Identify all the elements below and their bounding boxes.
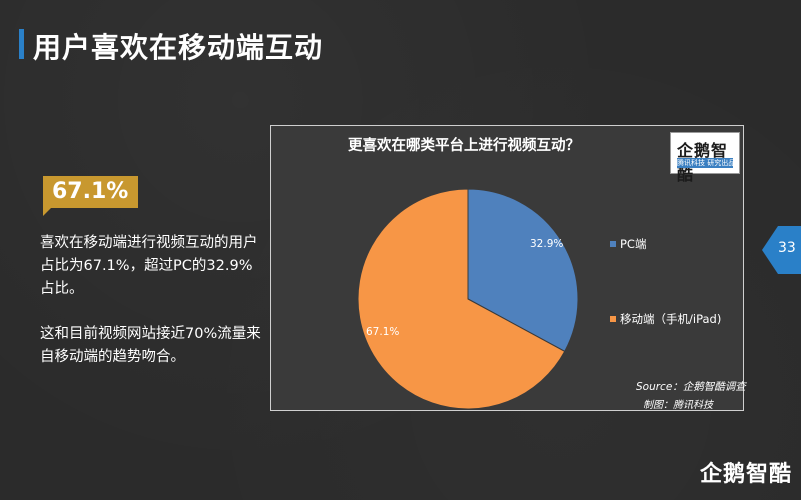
description-paragraph-1: 喜欢在移动端进行视频互动的用户占比为67.1%，超过PC的32.9%占比。 — [40, 235, 258, 297]
description-paragraph-2: 这和目前视频网站接近70%流量来自移动端的趋势吻合。 — [40, 326, 261, 365]
legend-item-mobile: 移动端（手机/iPad) — [610, 311, 721, 327]
title-accent-bar — [19, 29, 24, 59]
slice-label-mobile: 67.1% — [366, 326, 400, 338]
legend-swatch-pc — [610, 241, 616, 247]
page-number-tab-arrow — [762, 226, 778, 274]
panel-logo: 企鹅智酷 腾讯科技 研究出品 — [670, 132, 740, 184]
source-note: Source：企鹅智酷调查 — [636, 381, 746, 393]
maker-note: 制图：腾讯科技 — [643, 400, 713, 411]
panel-logo-subtext: 腾讯科技 研究出品 — [677, 158, 733, 168]
legend-swatch-mobile — [610, 316, 616, 322]
highlight-badge-tail — [43, 208, 51, 216]
slice-label-pc: 32.9% — [530, 238, 564, 250]
legend-item-pc: PC端 — [610, 236, 646, 252]
legend-label-mobile: 移动端（手机/iPad) — [620, 312, 722, 326]
page-number-tab-body — [778, 226, 801, 274]
panel-logo-text: 企鹅智酷 — [677, 141, 729, 184]
chart-title: 更喜欢在哪类平台上进行视频互动？ — [348, 138, 580, 154]
pie-slice-pc — [467, 188, 579, 353]
pie-slice-mobile — [357, 188, 566, 410]
page-number-tab: 33 — [762, 226, 801, 274]
pie-chart — [357, 188, 579, 410]
page-number: 33 — [778, 240, 796, 256]
description: 喜欢在移动端进行视频互动的用户占比为67.1%，超过PC的32.9%占比。 这和… — [40, 232, 265, 369]
highlight-badge: 67.1% — [43, 176, 139, 208]
page-title: 用户喜欢在移动端互动 — [33, 31, 324, 64]
legend-label-pc: PC端 — [620, 237, 647, 251]
brand-logo: 企鹅智酷 — [700, 462, 793, 487]
